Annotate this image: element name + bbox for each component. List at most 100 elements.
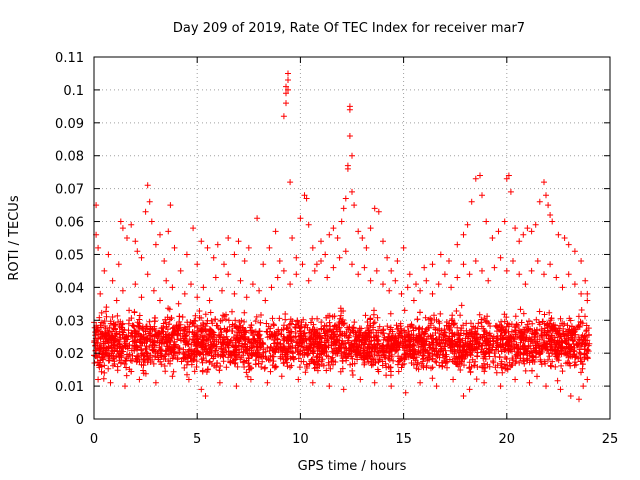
data-point [380, 281, 386, 288]
data-point [163, 339, 170, 346]
data-point [439, 352, 446, 359]
data-point [543, 332, 550, 339]
data-point [114, 312, 121, 319]
data-point [463, 320, 470, 327]
data-point [440, 336, 447, 343]
data-point [285, 86, 291, 93]
data-point [570, 341, 577, 347]
data-point [567, 317, 574, 324]
data-point [156, 329, 163, 336]
data-point [134, 336, 141, 343]
data-point [520, 337, 527, 344]
data-point [489, 344, 496, 351]
data-point [398, 364, 405, 371]
data-point [170, 368, 177, 375]
data-point [579, 361, 586, 368]
data-point [571, 281, 578, 288]
data-point [283, 325, 290, 332]
data-point [297, 215, 304, 222]
data-point [144, 271, 151, 278]
data-point [541, 342, 548, 349]
data-point [334, 235, 341, 241]
data-point [198, 356, 205, 363]
data-point [286, 343, 293, 350]
data-point [324, 274, 331, 281]
data-point [122, 344, 129, 350]
data-point [351, 202, 358, 209]
data-point [362, 312, 369, 319]
data-point [474, 353, 480, 359]
data-point [323, 352, 330, 359]
data-point [318, 258, 324, 264]
data-point [118, 359, 124, 366]
data-point [140, 331, 147, 338]
data-point [472, 175, 479, 182]
data-point [399, 361, 406, 368]
data-point [246, 366, 253, 373]
data-point [286, 321, 293, 328]
data-point [164, 314, 171, 321]
data-point [272, 348, 279, 355]
data-point [105, 337, 112, 343]
data-point [193, 331, 200, 338]
data-point [157, 297, 163, 304]
data-point [338, 218, 345, 225]
data-point [275, 344, 282, 351]
data-point [426, 344, 433, 351]
data-point [95, 335, 101, 342]
data-point [359, 235, 366, 241]
data-point [252, 338, 259, 345]
data-point [214, 360, 221, 366]
data-point [152, 332, 159, 339]
data-point [187, 319, 194, 326]
data-point [420, 352, 427, 359]
data-point [398, 325, 405, 332]
data-point [157, 346, 164, 353]
data-point [171, 328, 178, 335]
data-point [198, 386, 205, 393]
data-point [260, 346, 267, 353]
data-point [364, 319, 371, 325]
data-point [464, 352, 471, 359]
data-point [405, 328, 412, 335]
data-point [96, 314, 103, 321]
data-point [221, 325, 228, 332]
data-point [293, 271, 300, 278]
data-point [413, 334, 420, 341]
data-point [390, 340, 397, 347]
data-point [215, 325, 222, 332]
data-point [571, 359, 578, 366]
data-point [216, 379, 223, 386]
data-point [332, 322, 339, 329]
data-point [389, 351, 395, 358]
data-point [340, 321, 347, 327]
data-point [367, 315, 374, 322]
data-point [433, 351, 439, 358]
data-point [235, 337, 242, 344]
data-point [584, 355, 591, 362]
data-point [505, 348, 512, 355]
data-point [534, 373, 540, 380]
data-point [143, 343, 150, 349]
data-point [100, 375, 107, 382]
data-point [333, 347, 340, 354]
data-point [423, 277, 430, 284]
data-point [206, 297, 213, 304]
data-point [122, 383, 128, 390]
data-point [314, 367, 321, 374]
data-point [512, 376, 519, 383]
data-point [263, 320, 270, 327]
data-point [269, 362, 276, 369]
data-point [385, 355, 392, 362]
data-point [454, 361, 461, 368]
data-point [420, 364, 427, 371]
data-point [523, 334, 529, 341]
data-point [171, 244, 178, 251]
data-point [188, 350, 195, 357]
data-point [183, 332, 190, 339]
data-point [524, 225, 531, 232]
data-point [236, 319, 243, 325]
data-point [559, 368, 566, 375]
data-point [366, 333, 373, 340]
data-point [463, 327, 470, 334]
